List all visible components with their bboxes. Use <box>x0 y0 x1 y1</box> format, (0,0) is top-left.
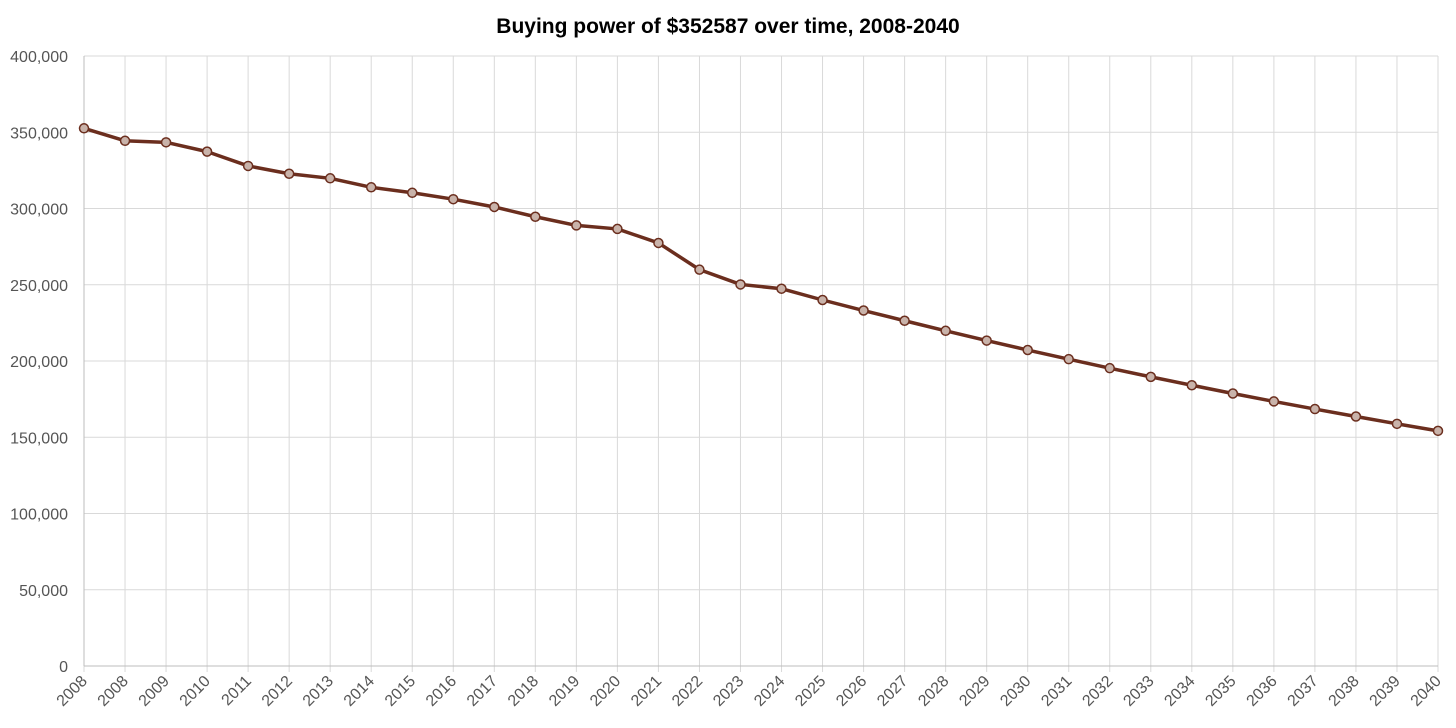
data-point <box>201 146 213 157</box>
series-line <box>82 126 1440 433</box>
x-tick-label: 2018 <box>505 673 542 710</box>
x-tick-label: 2038 <box>1326 673 1363 710</box>
x-tick-label: 2036 <box>1244 673 1281 710</box>
y-tick-label: 250,000 <box>10 278 68 295</box>
x-tick-label: 2012 <box>259 673 296 710</box>
data-point <box>1309 403 1321 415</box>
data-point <box>324 173 336 184</box>
x-tick-label: 2010 <box>177 673 214 710</box>
x-tick-label: 2011 <box>219 673 255 709</box>
grid <box>83 55 1439 672</box>
y-tick-label: 150,000 <box>10 430 68 447</box>
x-tick-label: 2028 <box>915 673 952 710</box>
x-tick-label: 2040 <box>1408 673 1445 710</box>
data-point <box>571 220 582 231</box>
y-tick-label: 300,000 <box>10 202 68 219</box>
data-point <box>242 160 254 172</box>
data-point <box>1145 371 1157 383</box>
y-tick-label: 0 <box>59 659 68 676</box>
x-tick-label: 2019 <box>546 673 583 710</box>
y-tick-label: 400,000 <box>10 49 68 66</box>
x-tick-label: 2033 <box>1120 673 1157 710</box>
data-point <box>448 193 459 205</box>
y-tick-label: 200,000 <box>10 354 68 371</box>
x-tick-label: 2034 <box>1161 673 1198 710</box>
data-point <box>817 294 828 306</box>
data-point <box>981 335 992 346</box>
y-tick-label: 50,000 <box>19 583 68 600</box>
data-point <box>530 211 541 222</box>
y-tick-label: 350,000 <box>10 125 68 142</box>
x-axis-ticks: 2008 2008 2009 2010 2011 2012 2013 2014 2015 2016… <box>54 673 1445 710</box>
chart-title: Buying power of $352587 over time, 2008-… <box>496 15 960 38</box>
x-tick-label: 2020 <box>587 673 624 710</box>
y-axis-ticks: 0 50,000 100,000 150,000 200,000 250,000 300,0… <box>10 49 68 676</box>
data-point <box>406 187 418 199</box>
x-tick-label: 2021 <box>628 673 665 710</box>
data-point <box>1022 344 1033 356</box>
x-tick-label: 2039 <box>1367 673 1404 710</box>
x-tick-label: 2027 <box>874 673 911 710</box>
data-point <box>735 279 746 290</box>
data-point <box>160 137 172 148</box>
x-tick-label: 2022 <box>669 673 706 710</box>
x-tick-label: 2014 <box>341 673 378 710</box>
data-point <box>78 123 90 134</box>
data-point <box>1186 379 1198 391</box>
data-point <box>612 223 623 235</box>
x-tick-label: 2008 <box>95 673 132 710</box>
x-tick-label: 2029 <box>956 673 993 710</box>
data-point <box>365 182 377 193</box>
x-tick-label: 2015 <box>382 673 419 710</box>
x-tick-label: 2008 <box>54 673 91 710</box>
data-point <box>653 237 664 249</box>
x-tick-label: 2031 <box>1038 673 1075 710</box>
data-point <box>1268 396 1280 407</box>
x-tick-label: 2026 <box>833 673 870 710</box>
x-tick-label: 2024 <box>751 673 788 710</box>
x-tick-label: 2013 <box>300 673 337 710</box>
x-tick-label: 2035 <box>1202 673 1239 710</box>
data-point <box>1350 411 1362 422</box>
data-point <box>283 168 295 179</box>
data-point <box>940 325 951 337</box>
x-tick-label: 2030 <box>997 673 1034 710</box>
data-point <box>776 283 787 294</box>
x-tick-label: 2023 <box>710 673 747 710</box>
x-tick-label: 2025 <box>792 673 829 710</box>
data-point <box>858 305 869 316</box>
data-point <box>489 201 500 213</box>
x-tick-label: 2017 <box>464 673 501 710</box>
x-tick-label: 2032 <box>1079 673 1116 710</box>
x-tick-label: 2037 <box>1285 673 1322 710</box>
x-tick-label: 2016 <box>423 673 460 710</box>
data-point <box>1104 362 1116 374</box>
series <box>78 123 1444 437</box>
x-tick-label: 2009 <box>136 673 173 710</box>
y-tick-label: 100,000 <box>10 507 68 524</box>
data-point <box>899 315 910 326</box>
data-point <box>1227 388 1239 399</box>
data-point <box>1063 353 1074 365</box>
data-point <box>694 264 705 275</box>
data-point <box>1432 425 1444 437</box>
axes <box>83 56 1438 667</box>
data-point <box>1391 418 1403 430</box>
data-point <box>119 135 131 147</box>
